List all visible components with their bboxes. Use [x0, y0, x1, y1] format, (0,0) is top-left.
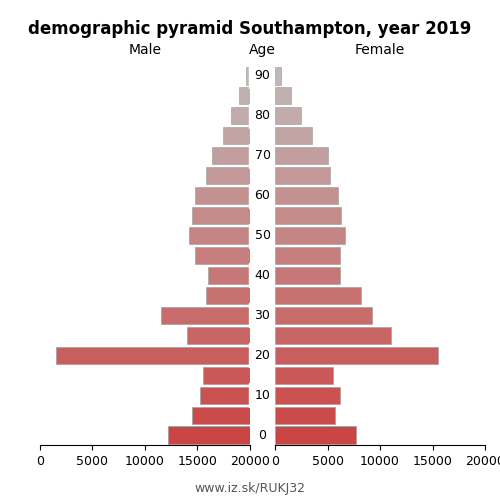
Bar: [196, 247, 250, 264]
Bar: [275, 227, 345, 244]
Bar: [208, 267, 250, 284]
Bar: [196, 187, 250, 204]
Text: 30: 30: [254, 309, 270, 322]
Bar: [275, 326, 390, 344]
Text: 80: 80: [254, 110, 270, 122]
Text: demographic pyramid Southampton, year 2019: demographic pyramid Southampton, year 20…: [28, 20, 471, 38]
Bar: [212, 147, 250, 164]
Bar: [275, 167, 330, 184]
Bar: [168, 426, 250, 444]
Bar: [246, 68, 250, 84]
Bar: [240, 88, 250, 104]
Bar: [275, 127, 312, 144]
Bar: [275, 406, 335, 424]
Bar: [275, 287, 361, 304]
Bar: [206, 167, 250, 184]
Bar: [275, 147, 328, 164]
Bar: [206, 287, 250, 304]
Text: 0: 0: [258, 428, 266, 442]
Bar: [275, 386, 340, 404]
Title: Female: Female: [355, 44, 405, 58]
Bar: [192, 406, 250, 424]
Bar: [275, 68, 281, 84]
Bar: [275, 187, 338, 204]
Text: www.iz.sk/RUKJ32: www.iz.sk/RUKJ32: [194, 482, 306, 495]
Bar: [275, 426, 356, 444]
Text: 90: 90: [254, 70, 270, 82]
Text: 10: 10: [254, 388, 270, 402]
Text: 40: 40: [254, 269, 270, 282]
Text: 60: 60: [254, 189, 270, 202]
Bar: [275, 88, 291, 104]
Bar: [160, 307, 250, 324]
Bar: [222, 127, 250, 144]
Title: Age: Age: [249, 44, 276, 58]
Bar: [56, 346, 250, 364]
Bar: [275, 346, 438, 364]
Bar: [275, 207, 341, 224]
Text: 20: 20: [254, 348, 270, 362]
Bar: [275, 108, 301, 124]
Text: 70: 70: [254, 150, 270, 162]
Bar: [202, 366, 250, 384]
Text: 50: 50: [254, 229, 270, 242]
Bar: [231, 108, 250, 124]
Bar: [275, 267, 340, 284]
Bar: [275, 307, 372, 324]
Title: Male: Male: [128, 44, 162, 58]
Bar: [275, 247, 340, 264]
Bar: [200, 386, 250, 404]
Bar: [189, 227, 250, 244]
Bar: [192, 207, 250, 224]
Bar: [187, 326, 250, 344]
Bar: [275, 366, 333, 384]
